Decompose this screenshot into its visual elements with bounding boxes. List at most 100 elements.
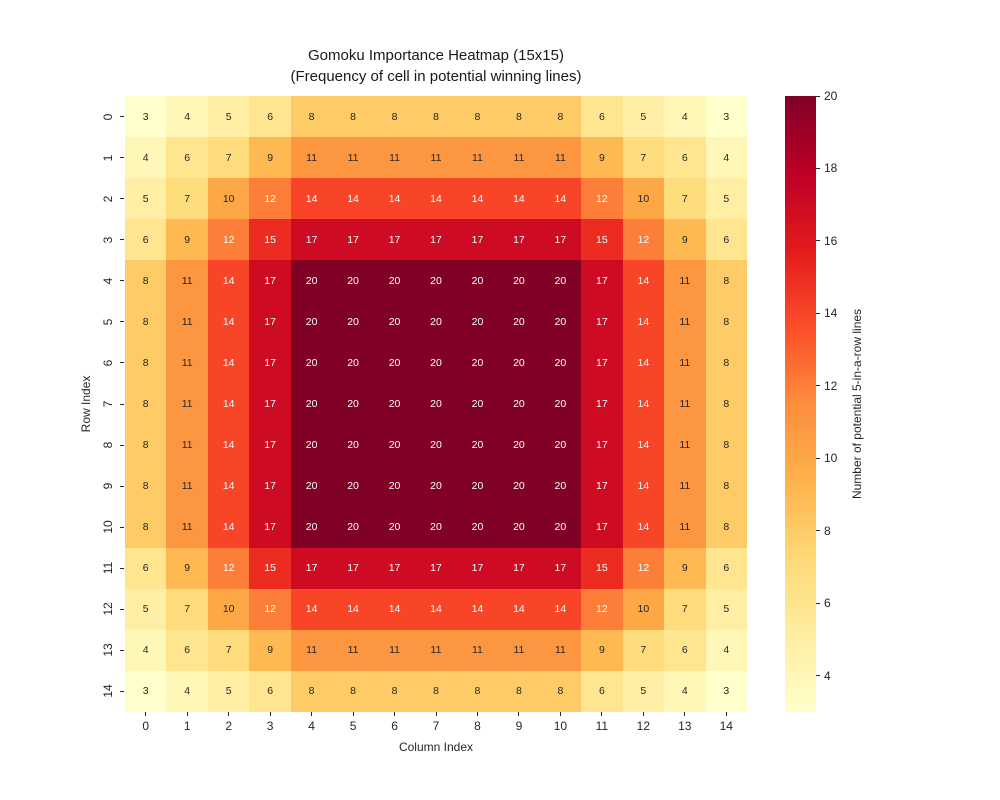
heatmap-cell-r6-c5: 20	[332, 342, 374, 384]
colorbar-tick-label-6: 6	[824, 596, 831, 611]
x-tick-label-6: 6	[391, 719, 398, 733]
x-tick-mark-13	[684, 712, 686, 716]
heatmap-cell-r4-c7: 20	[415, 260, 457, 302]
heatmap-cell-r9-c13: 11	[664, 465, 706, 507]
heatmap-cell-r2-c0: 5	[125, 178, 167, 220]
heatmap-cell-r9-c10: 20	[539, 465, 582, 507]
heatmap-cell-r11-c12: 12	[622, 547, 665, 589]
heatmap-cell-r9-c4: 20	[290, 465, 333, 507]
heatmap-cell-r14-c6: 8	[373, 670, 416, 712]
heatmap-cell-r3-c8: 17	[456, 219, 499, 261]
heatmap-cell-r3-c9: 17	[498, 219, 540, 261]
heatmap-cell-r8-c11: 17	[581, 424, 623, 466]
heatmap-cell-r13-c3: 9	[249, 629, 291, 671]
heatmap-cell-r6-c9: 20	[498, 342, 540, 384]
heatmap-cell-r6-c4: 20	[290, 342, 333, 384]
y-tick-label-1: 1	[101, 154, 115, 161]
heatmap-cell-r6-c13: 11	[664, 342, 706, 384]
heatmap-cell-r3-c1: 9	[166, 219, 208, 261]
heatmap-cell-r10-c12: 14	[622, 506, 665, 548]
y-tick-label-6: 6	[101, 359, 115, 367]
heatmap-cell-r2-c1: 7	[166, 178, 208, 220]
heatmap-cell-r12-c9: 14	[498, 588, 540, 630]
heatmap-cell-r8-c10: 20	[539, 424, 582, 466]
heatmap-cell-r5-c10: 20	[539, 301, 582, 343]
heatmap-cell-r10-c11: 17	[581, 506, 623, 548]
heatmap-cell-r0-c9: 8	[498, 96, 540, 138]
x-tick-label-7: 7	[432, 719, 440, 733]
x-tick-mark-3	[269, 712, 271, 716]
heatmap-cell-r14-c12: 5	[622, 670, 665, 712]
heatmap-cell-r11-c14: 6	[705, 547, 747, 589]
heatmap-cell-r1-c1: 6	[166, 137, 208, 179]
heatmap-cell-r3-c13: 9	[664, 219, 706, 261]
x-tick-label-10: 10	[553, 719, 568, 733]
heatmap-cell-r3-c0: 6	[125, 219, 167, 261]
heatmap-cell-r0-c4: 8	[290, 96, 333, 138]
y-tick-label-5: 5	[101, 318, 115, 326]
heatmap-cell-r6-c0: 8	[125, 342, 167, 384]
heatmap-cell-r11-c13: 9	[664, 547, 706, 589]
heatmap-cell-r1-c2: 7	[207, 137, 250, 179]
heatmap-cell-r14-c0: 3	[125, 670, 167, 712]
heatmap-cell-r3-c5: 17	[332, 219, 374, 261]
heatmap-cell-r14-c10: 8	[539, 670, 582, 712]
heatmap-cell-r5-c12: 14	[622, 301, 665, 343]
heatmap-cell-r10-c13: 11	[664, 506, 706, 548]
heatmap-cell-r11-c4: 17	[290, 547, 333, 589]
heatmap-cell-r13-c4: 11	[290, 629, 333, 671]
x-tick-mark-9	[518, 712, 520, 716]
x-tick-label-2: 2	[225, 719, 232, 733]
heatmap-cell-r8-c5: 20	[332, 424, 374, 466]
heatmap-cell-r5-c8: 20	[456, 301, 499, 343]
chart-title-line2: (Frequency of cell in potential winning …	[290, 68, 582, 85]
colorbar-tick-label-16: 16	[824, 233, 838, 248]
y-tick-label-2: 2	[101, 195, 115, 202]
heatmap-cell-r3-c10: 17	[539, 219, 582, 261]
y-tick-label-4: 4	[101, 277, 115, 285]
colorbar-tick-mark-18	[816, 167, 820, 169]
heatmap-cell-r0-c5: 8	[332, 96, 374, 138]
heatmap-cell-r7-c0: 8	[125, 383, 167, 425]
heatmap-cell-r12-c6: 14	[373, 588, 416, 630]
heatmap-cell-r9-c11: 17	[581, 465, 623, 507]
y-tick-label-14: 14	[101, 684, 115, 699]
heatmap-cell-r7-c12: 14	[622, 383, 665, 425]
x-tick-mark-11	[601, 712, 603, 716]
x-tick-mark-0	[145, 712, 147, 716]
heatmap-cell-r7-c8: 20	[456, 383, 499, 425]
x-tick-mark-14	[725, 712, 727, 716]
y-axis-label: Row Index	[79, 375, 93, 433]
heatmap-cell-r7-c3: 17	[249, 383, 291, 425]
heatmap-cell-r12-c12: 10	[622, 588, 665, 630]
colorbar-tick-mark-8	[816, 530, 820, 532]
heatmap-cell-r1-c5: 11	[332, 137, 374, 179]
heatmap-cell-r0-c3: 6	[249, 96, 291, 138]
heatmap-cell-r2-c6: 14	[373, 178, 416, 220]
colorbar-tick-mark-20	[816, 95, 820, 97]
heatmap-cell-r7-c9: 20	[498, 383, 540, 425]
y-tick-mark-4	[120, 280, 124, 282]
x-tick-label-3: 3	[266, 719, 274, 733]
heatmap-cell-r4-c12: 14	[622, 260, 665, 302]
heatmap-cell-r7-c6: 20	[373, 383, 416, 425]
x-tick-mark-7	[435, 712, 437, 716]
heatmap-cell-r8-c14: 8	[705, 424, 747, 466]
heatmap-cell-r7-c5: 20	[332, 383, 374, 425]
heatmap-cell-r2-c11: 12	[581, 178, 623, 220]
heatmap-cell-r0-c11: 6	[581, 96, 623, 138]
heatmap-cell-r6-c14: 8	[705, 342, 747, 384]
heatmap-cell-r8-c6: 20	[373, 424, 416, 466]
x-tick-label-5: 5	[349, 719, 357, 733]
heatmap-cell-r4-c1: 11	[166, 260, 208, 302]
heatmap-cell-r0-c6: 8	[373, 96, 416, 138]
colorbar-tick-label-14: 14	[824, 306, 838, 321]
heatmap-cell-r6-c3: 17	[249, 342, 291, 384]
heatmap-cell-r11-c8: 17	[456, 547, 499, 589]
y-tick-mark-10	[120, 526, 124, 528]
heatmap-cell-r9-c1: 11	[166, 465, 208, 507]
heatmap-cell-r1-c7: 11	[415, 137, 457, 179]
heatmap-cell-r12-c3: 12	[249, 588, 291, 630]
heatmap-cell-r8-c9: 20	[498, 424, 540, 466]
heatmap-cell-r8-c1: 11	[166, 424, 208, 466]
